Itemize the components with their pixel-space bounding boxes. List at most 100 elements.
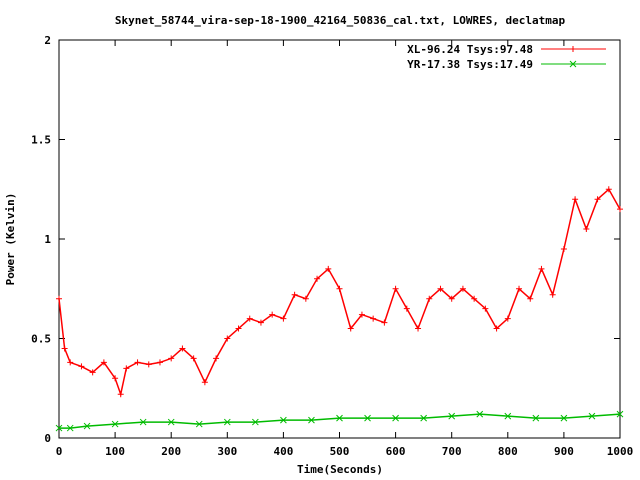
data-point — [224, 335, 231, 342]
data-point — [370, 315, 377, 322]
data-point — [251, 418, 259, 426]
data-point — [364, 414, 371, 422]
data-point — [280, 315, 287, 322]
data-point — [358, 311, 365, 318]
data-point — [594, 196, 601, 203]
data-point — [213, 355, 220, 362]
data-point — [112, 375, 119, 382]
data-point — [527, 295, 534, 302]
legend: XL-96.24 Tsys:97.48 YR-17.38 Tsys:17.49 — [407, 43, 606, 71]
y-tick-label: 1 — [44, 233, 51, 246]
data-point — [100, 359, 107, 366]
data-point — [302, 295, 309, 302]
data-point — [504, 412, 512, 420]
data-point — [616, 410, 624, 418]
data-point — [392, 285, 399, 292]
data-point — [168, 355, 175, 362]
data-point — [55, 424, 63, 432]
legend-marker — [569, 60, 577, 68]
data-point — [538, 265, 545, 272]
data-point — [291, 291, 298, 298]
data-point — [588, 412, 596, 420]
data-point — [179, 345, 186, 352]
data-point — [257, 319, 264, 326]
data-point — [448, 412, 456, 420]
legend-label-yr: YR-17.38 Tsys:17.49 — [407, 58, 533, 71]
data-point — [235, 325, 242, 332]
data-point — [560, 414, 568, 422]
data-point — [325, 265, 332, 272]
data-point — [190, 355, 197, 362]
data-point — [123, 365, 130, 372]
data-point — [56, 295, 62, 302]
data-point — [156, 359, 163, 366]
data-point — [134, 359, 141, 366]
legend-marker — [570, 46, 576, 52]
data-point — [437, 285, 444, 292]
data-point — [420, 414, 428, 422]
series-0 — [56, 186, 623, 398]
data-point — [195, 420, 203, 428]
x-axis: 0 100 200 300 400 500 600 700 800 900 1000 — [56, 40, 634, 458]
data-point — [269, 311, 276, 318]
data-point — [117, 391, 124, 398]
data-point — [493, 325, 500, 332]
data-point — [504, 315, 511, 322]
x-tick-label: 100 — [105, 445, 125, 458]
data-point — [336, 285, 343, 292]
legend-label-xl: XL-96.24 Tsys:97.48 — [407, 43, 533, 56]
data-point — [482, 305, 489, 312]
x-tick-label: 0 — [56, 445, 63, 458]
data-point — [314, 275, 321, 282]
data-point — [167, 418, 175, 426]
data-point — [347, 325, 354, 332]
x-tick-label: 500 — [330, 445, 350, 458]
data-point — [381, 319, 388, 326]
y-axis-label: Power (Kelvin) — [4, 193, 17, 286]
data-point — [223, 418, 231, 426]
data-point — [308, 416, 315, 424]
y-tick-label: 0.5 — [31, 333, 51, 346]
x-tick-label: 1000 — [607, 445, 634, 458]
series-line — [59, 413, 621, 429]
data-point — [605, 186, 612, 193]
x-tick-label: 200 — [161, 445, 181, 458]
data-point — [560, 245, 567, 252]
data-point — [336, 414, 343, 422]
data-point — [572, 196, 579, 203]
data-point — [139, 418, 147, 426]
data-point — [280, 416, 287, 424]
data-point — [392, 414, 399, 422]
data-point — [459, 285, 466, 292]
data-point — [145, 361, 152, 368]
data-point — [61, 345, 68, 352]
data-point — [426, 295, 433, 302]
plot-frame — [58, 39, 621, 439]
y-tick-label: 2 — [44, 34, 51, 47]
data-point — [83, 422, 91, 430]
y-tick-label: 1.5 — [31, 134, 51, 147]
data-point — [448, 295, 455, 302]
y-axis: 0 0.5 1 1.5 2 — [31, 34, 620, 445]
x-tick-label: 600 — [386, 445, 406, 458]
data-point — [415, 325, 422, 332]
x-tick-label: 800 — [498, 445, 518, 458]
data-point — [583, 226, 590, 233]
data-point — [532, 414, 540, 422]
x-tick-label: 700 — [442, 445, 462, 458]
x-axis-label: Time(Seconds) — [297, 463, 383, 476]
data-point — [201, 379, 208, 386]
data-point — [89, 369, 96, 376]
data-point — [111, 420, 119, 428]
chart-title: Skynet_58744_vira-sep-18-1900_42164_5083… — [115, 14, 566, 27]
data-point — [476, 410, 484, 418]
x-tick-label: 300 — [217, 445, 237, 458]
x-tick-label: 400 — [273, 445, 293, 458]
data-point — [78, 363, 85, 370]
data-point — [617, 206, 623, 213]
data-point — [549, 291, 556, 298]
series-1 — [55, 410, 624, 432]
x-tick-label: 900 — [554, 445, 574, 458]
data-point — [403, 305, 410, 312]
